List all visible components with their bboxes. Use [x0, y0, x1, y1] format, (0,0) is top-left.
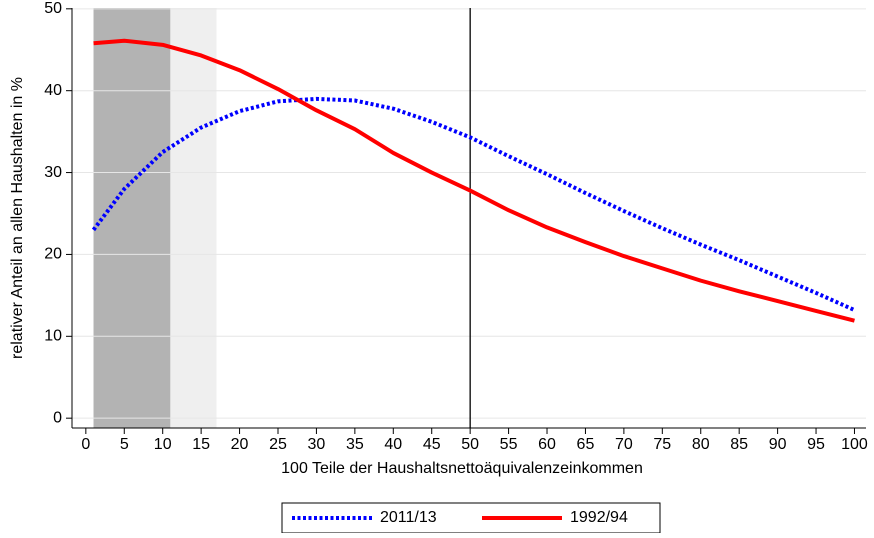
x-tick-label: 35: [346, 436, 364, 453]
x-tick-label: 85: [730, 436, 748, 453]
x-tick-label: 45: [423, 436, 441, 453]
x-tick-label: 75: [653, 436, 671, 453]
x-tick-label: 100: [841, 436, 868, 453]
x-tick-label: 40: [384, 436, 402, 453]
legend-label: 2011/13: [380, 509, 437, 526]
shaded-region: [170, 8, 217, 428]
y-tick-label: 40: [44, 82, 62, 99]
y-tick-label: 0: [53, 409, 62, 426]
x-tick-label: 55: [500, 436, 518, 453]
x-tick-label: 10: [154, 436, 172, 453]
x-tick-label: 60: [538, 436, 556, 453]
x-tick-label: 65: [577, 436, 595, 453]
y-tick-label: 50: [44, 0, 62, 17]
x-tick-label: 50: [461, 436, 479, 453]
x-tick-label: 25: [269, 436, 287, 453]
x-tick-label: 80: [692, 436, 710, 453]
x-tick-label: 0: [81, 436, 90, 453]
x-tick-label: 15: [192, 436, 210, 453]
x-tick-label: 5: [120, 436, 129, 453]
data-line: [91, 96, 856, 312]
legend-box: [281, 502, 661, 534]
y-axis-label: relativer Anteil an allen Haushalten in …: [9, 77, 26, 359]
x-tick-label: 30: [308, 436, 326, 453]
data-line: [93, 38, 855, 323]
shaded-region: [93, 8, 171, 428]
x-tick-label: 90: [769, 436, 787, 453]
legend-label: 1992/94: [570, 509, 628, 526]
x-tick-label: 95: [807, 436, 825, 453]
x-axis-label: 100 Teile der Haushaltsnettoäquivalenzei…: [281, 460, 643, 477]
x-tick-label: 20: [231, 436, 249, 453]
x-tick-label: 70: [615, 436, 633, 453]
y-tick-label: 10: [44, 328, 62, 345]
y-tick-label: 30: [44, 164, 62, 181]
y-tick-label: 20: [44, 246, 62, 263]
